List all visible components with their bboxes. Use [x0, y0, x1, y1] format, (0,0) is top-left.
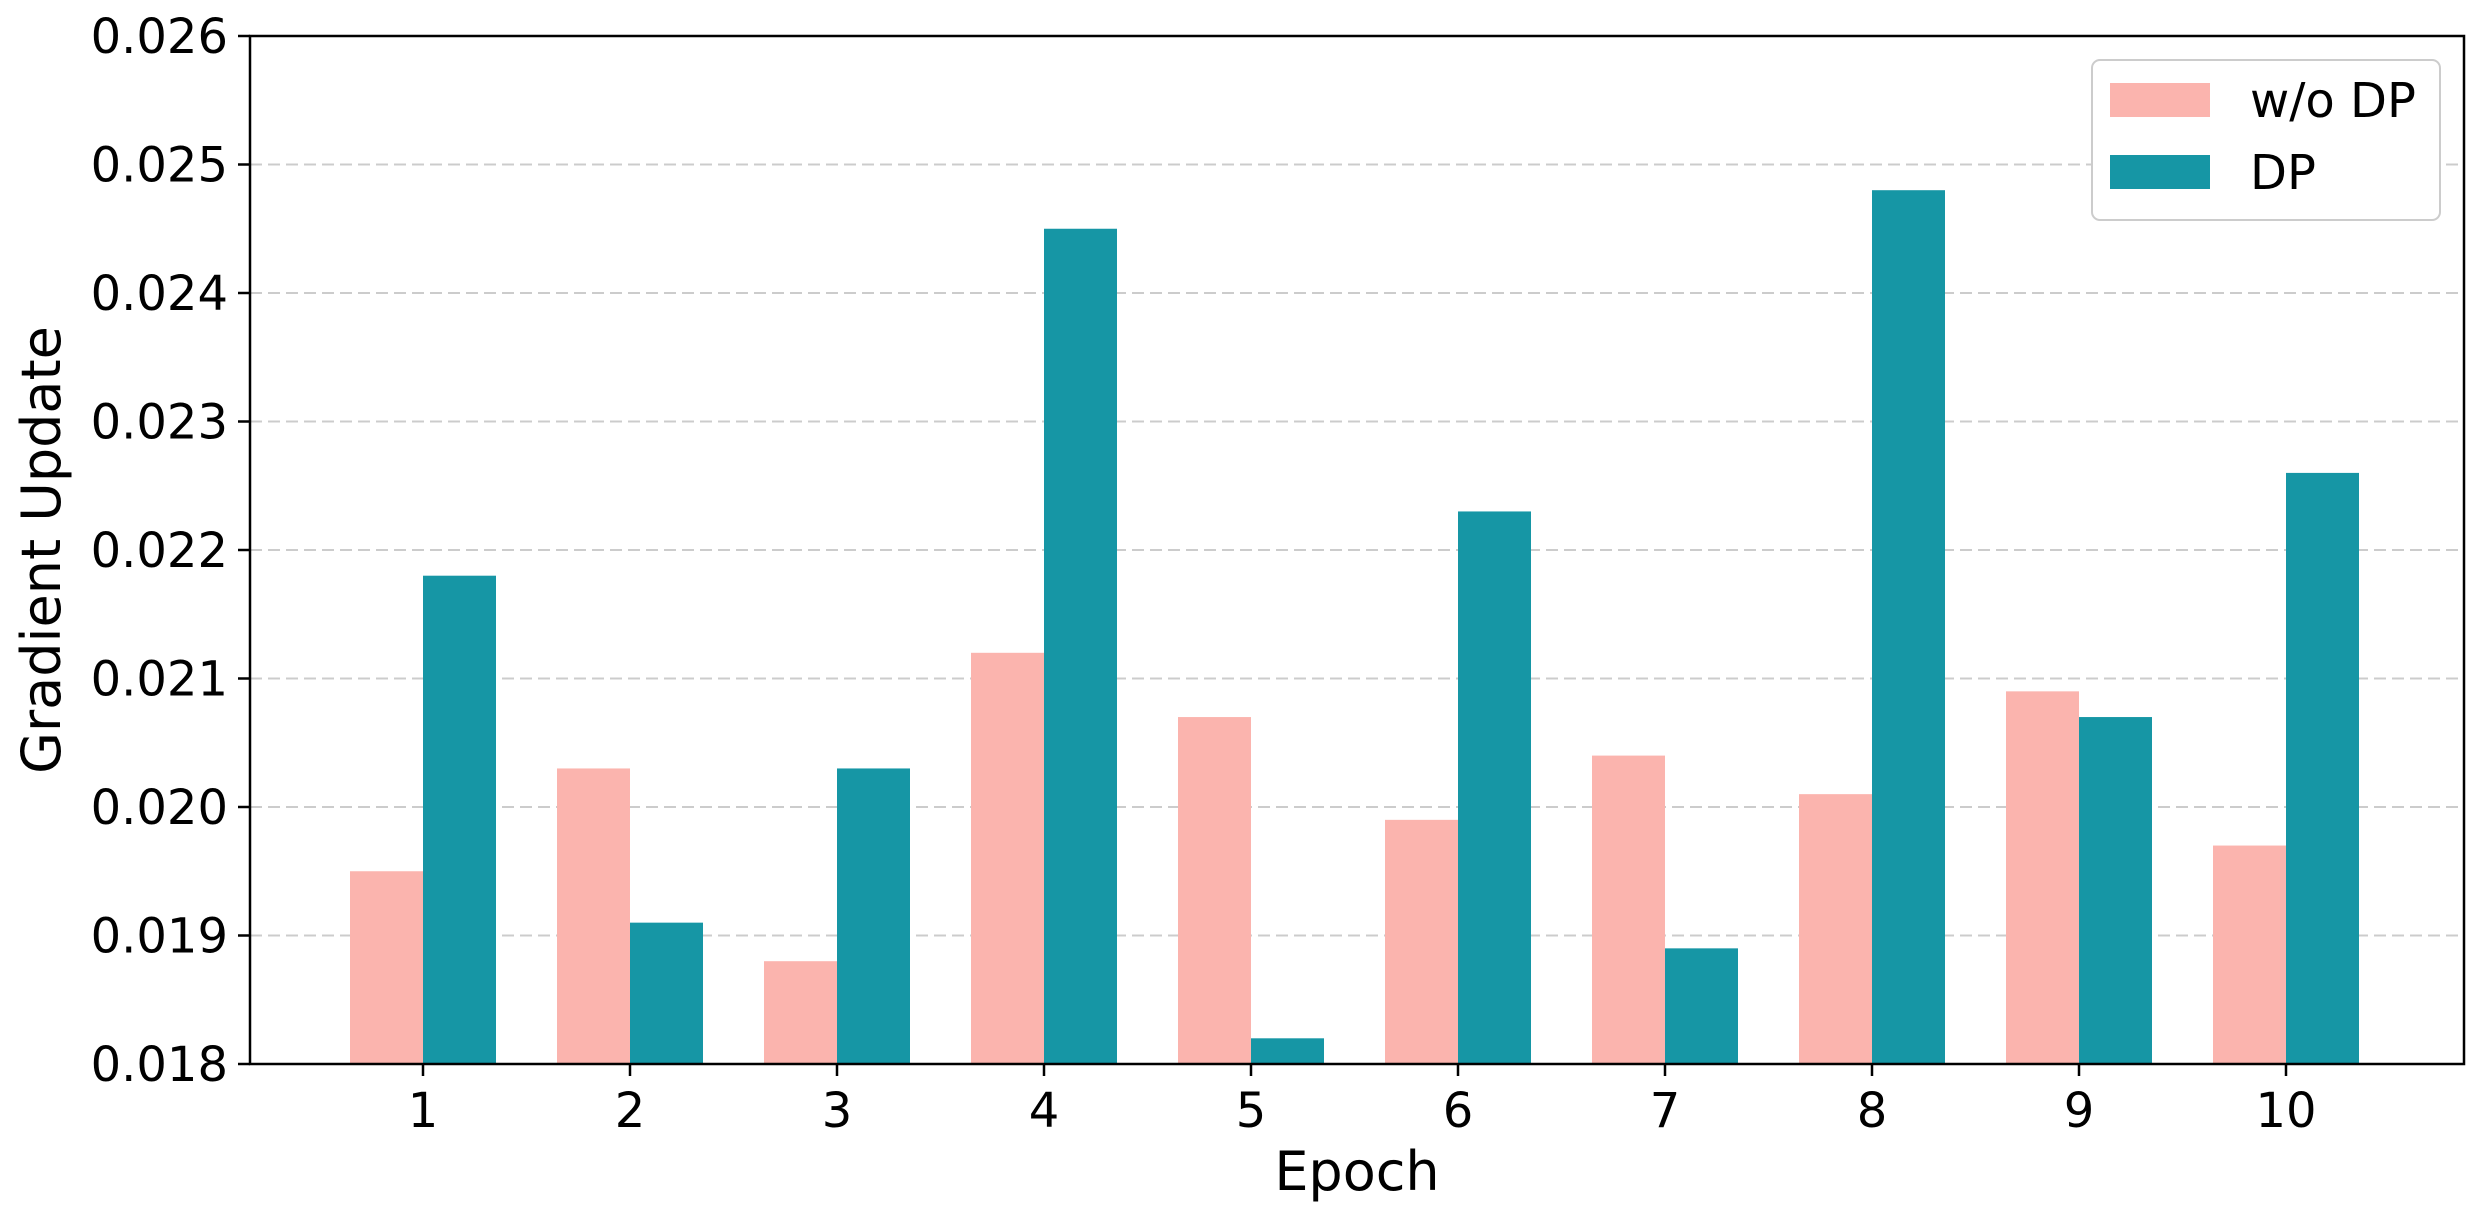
x-tick-label: 9 [2064, 1083, 2095, 1139]
y-tick-label: 0.021 [91, 652, 228, 708]
x-tick-label: 5 [1236, 1083, 1267, 1139]
bar-wo-dp [1385, 819, 1458, 1064]
bar-wo-dp [557, 768, 630, 1064]
bar-wo-dp [971, 652, 1044, 1064]
bar-dp [423, 575, 496, 1064]
legend: w/o DP DP [2091, 59, 2441, 221]
x-tick-label: 2 [615, 1083, 646, 1139]
bar-wo-dp [350, 871, 423, 1064]
bar-wo-dp [1178, 717, 1251, 1064]
x-tick-label: 3 [822, 1083, 853, 1139]
legend-label-dp: DP [2250, 145, 2316, 201]
y-tick-label: 0.024 [91, 266, 228, 322]
bar-dp [2286, 472, 2359, 1064]
x-tick-label: 6 [1443, 1083, 1474, 1139]
x-tick-label: 4 [1029, 1083, 1060, 1139]
legend-label-wo-dp: w/o DP [2250, 73, 2416, 129]
y-axis-ticks: 0.018 0.019 0.020 0.021 0.022 0.023 0.024 0.025… [91, 9, 250, 1093]
legend-swatch-dp [2110, 155, 2210, 189]
bar-dp [1458, 511, 1531, 1064]
x-tick-label: 7 [1650, 1083, 1681, 1139]
bar-dp [2079, 717, 2152, 1064]
bar-dp [1665, 948, 1738, 1064]
bar-dp [1251, 1038, 1324, 1064]
y-tick-label: 0.026 [91, 9, 228, 65]
bar-wo-dp [764, 961, 837, 1064]
legend-swatch-wo-dp [2110, 83, 2210, 117]
x-tick-label: 10 [2255, 1083, 2316, 1139]
y-tick-label: 0.025 [91, 138, 228, 194]
y-tick-label: 0.023 [91, 395, 228, 451]
bar-wo-dp [2006, 691, 2079, 1064]
y-tick-label: 0.019 [91, 909, 228, 965]
bar-dp [1872, 190, 1945, 1064]
bar-dp [630, 922, 703, 1064]
x-tick-label: 1 [408, 1083, 439, 1139]
x-tick-label: 8 [1857, 1083, 1888, 1139]
bar-wo-dp [2213, 845, 2286, 1064]
bar-dp [837, 768, 910, 1064]
y-axis-label: Gradient Update [10, 326, 73, 774]
y-tick-label: 0.018 [91, 1037, 228, 1093]
bars [350, 190, 2359, 1064]
x-axis-ticks: 1 2 3 4 5 6 7 8 9 10 [408, 1064, 2317, 1139]
y-tick-label: 0.020 [91, 780, 228, 836]
bar-dp [1044, 228, 1117, 1064]
y-tick-label: 0.022 [91, 523, 228, 579]
x-axis-label: Epoch [1274, 1140, 1439, 1203]
bar-wo-dp [1799, 794, 1872, 1064]
bar-wo-dp [1592, 755, 1665, 1064]
